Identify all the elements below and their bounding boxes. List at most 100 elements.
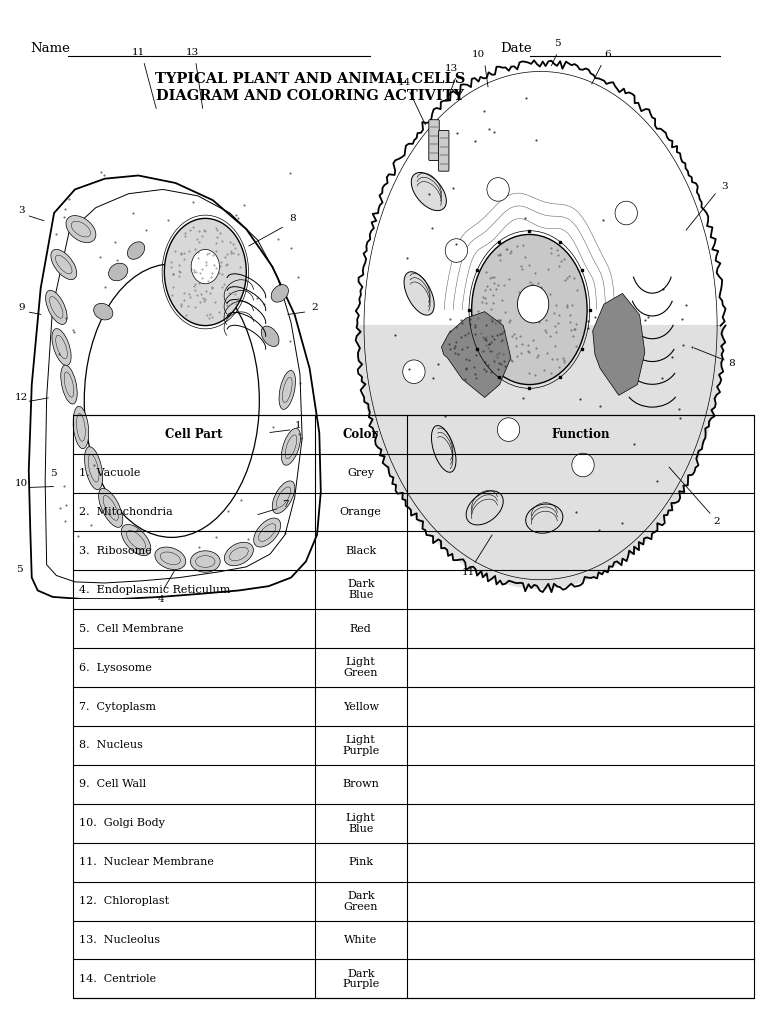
Text: Light
Green: Light Green (343, 657, 378, 678)
Text: 8.  Nucleus: 8. Nucleus (79, 740, 143, 751)
Text: Black: Black (345, 546, 376, 556)
FancyBboxPatch shape (429, 120, 439, 161)
Text: Pink: Pink (348, 857, 373, 867)
Text: Light
Blue: Light Blue (346, 813, 376, 834)
Text: 13: 13 (186, 48, 199, 56)
Ellipse shape (261, 326, 279, 346)
Text: Brown: Brown (343, 779, 379, 790)
Text: 5.  Cell Membrane: 5. Cell Membrane (79, 624, 184, 634)
Polygon shape (593, 294, 645, 395)
Polygon shape (442, 311, 511, 397)
Ellipse shape (466, 490, 503, 525)
FancyBboxPatch shape (439, 130, 449, 171)
Text: Dark
Purple: Dark Purple (343, 969, 379, 989)
Text: 3: 3 (18, 207, 25, 215)
Ellipse shape (45, 291, 67, 325)
Ellipse shape (52, 329, 71, 366)
Text: TYPICAL PLANT AND ANIMAL CELLS: TYPICAL PLANT AND ANIMAL CELLS (155, 72, 465, 86)
Ellipse shape (498, 418, 520, 441)
Ellipse shape (61, 366, 78, 404)
Text: 2.  Mitochondria: 2. Mitochondria (79, 507, 173, 517)
Text: 3.  Ribosome: 3. Ribosome (79, 546, 152, 556)
Text: Color: Color (343, 428, 379, 440)
Text: 8: 8 (729, 358, 735, 368)
Text: 11.  Nuclear Membrane: 11. Nuclear Membrane (79, 857, 214, 867)
Ellipse shape (73, 407, 88, 449)
Ellipse shape (66, 216, 96, 243)
Text: 10: 10 (472, 50, 485, 58)
Text: 4: 4 (157, 595, 164, 603)
Text: 5: 5 (51, 469, 57, 477)
Text: 3: 3 (721, 181, 728, 190)
Ellipse shape (191, 250, 220, 284)
Ellipse shape (281, 428, 300, 465)
Ellipse shape (121, 524, 151, 556)
Text: 10: 10 (15, 479, 28, 487)
Text: 2: 2 (713, 517, 720, 526)
Ellipse shape (271, 285, 289, 302)
Ellipse shape (164, 218, 247, 326)
Ellipse shape (472, 234, 587, 385)
Text: White: White (344, 935, 377, 945)
Text: 1.  Vacuole: 1. Vacuole (79, 468, 141, 478)
Text: 4.  Endoplasmic Reticulum: 4. Endoplasmic Reticulum (79, 585, 230, 595)
Text: 6.  Lysosome: 6. Lysosome (79, 663, 152, 673)
Text: 13: 13 (445, 63, 458, 73)
Ellipse shape (94, 303, 113, 319)
Text: 7: 7 (282, 500, 288, 509)
Text: 12.  Chloroplast: 12. Chloroplast (79, 896, 169, 906)
Text: 8: 8 (290, 214, 296, 223)
Ellipse shape (127, 242, 144, 259)
Text: 12: 12 (15, 393, 28, 402)
Ellipse shape (526, 504, 563, 534)
Text: 9.  Cell Wall: 9. Cell Wall (79, 779, 146, 790)
Text: 5: 5 (554, 39, 561, 48)
Ellipse shape (98, 488, 123, 527)
Ellipse shape (432, 426, 456, 472)
Ellipse shape (279, 371, 296, 410)
Ellipse shape (487, 177, 509, 201)
Text: 5: 5 (16, 564, 22, 573)
Bar (73, 415, 754, 998)
Text: Cell Part: Cell Part (165, 428, 223, 440)
Text: 14: 14 (398, 78, 411, 87)
Text: Dark
Green: Dark Green (343, 891, 378, 911)
Ellipse shape (84, 446, 103, 489)
Text: Date: Date (500, 43, 531, 55)
Ellipse shape (190, 551, 220, 572)
Text: 7.  Cytoplasm: 7. Cytoplasm (79, 701, 156, 712)
Ellipse shape (404, 271, 434, 315)
Text: 10.  Golgi Body: 10. Golgi Body (79, 818, 165, 828)
Ellipse shape (615, 201, 637, 225)
Text: 2: 2 (312, 303, 318, 312)
Ellipse shape (518, 286, 549, 323)
Text: 9: 9 (18, 303, 25, 312)
Ellipse shape (224, 543, 253, 565)
Text: Orange: Orange (339, 507, 382, 517)
Ellipse shape (84, 264, 260, 538)
Text: Name: Name (30, 43, 70, 55)
Text: Dark
Blue: Dark Blue (347, 580, 375, 600)
Ellipse shape (51, 250, 77, 280)
Text: DIAGRAM AND COLORING ACTIVITY: DIAGRAM AND COLORING ACTIVITY (156, 89, 464, 103)
Ellipse shape (108, 263, 127, 281)
Ellipse shape (411, 172, 446, 211)
Ellipse shape (253, 518, 280, 547)
Ellipse shape (572, 454, 594, 477)
Text: Light
Purple: Light Purple (343, 735, 379, 756)
Text: 14.  Centriole: 14. Centriole (79, 974, 156, 984)
Ellipse shape (272, 481, 295, 513)
Text: Red: Red (350, 624, 372, 634)
Polygon shape (358, 326, 723, 589)
Ellipse shape (402, 359, 425, 384)
Text: Function: Function (551, 428, 610, 440)
Text: 11: 11 (131, 48, 145, 56)
Text: 6: 6 (604, 50, 611, 58)
Text: 1: 1 (295, 421, 302, 430)
Ellipse shape (445, 239, 468, 262)
Text: Grey: Grey (347, 468, 374, 478)
Text: 13.  Nucleolus: 13. Nucleolus (79, 935, 161, 945)
Text: Yellow: Yellow (343, 701, 379, 712)
Ellipse shape (155, 547, 186, 569)
Text: 11: 11 (462, 567, 475, 577)
